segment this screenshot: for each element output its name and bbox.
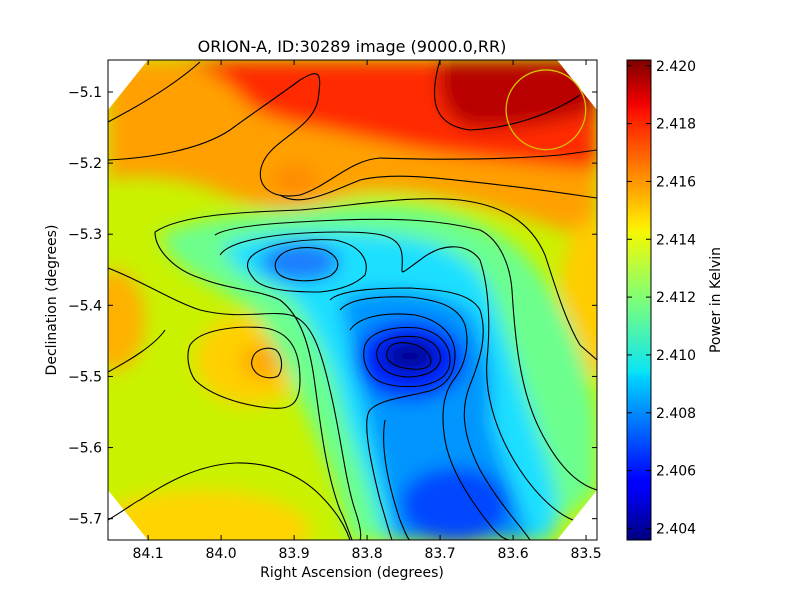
heat-core-darkred [438,60,597,129]
plot-frame [107,59,598,541]
contour-line [376,335,441,378]
y-tick-label: −5.2 [68,156,102,172]
beam-circle [505,69,587,151]
heat-blob-left-peak [240,344,284,380]
contour-line [139,462,351,540]
contour-line [274,247,339,282]
heat-blob-left-edge [108,270,145,370]
contour-line [187,326,301,409]
contour-line [214,218,597,491]
x-tick-label: 84.0 [206,546,237,562]
contour-line [108,73,597,197]
contour-line [349,313,456,540]
x-tick-label: 83.6 [497,546,528,562]
colorbar-tick-label: 2.418 [656,117,696,133]
colorbar-label: Power in Kelvin [708,247,724,353]
x-tick-label: 83.7 [424,546,455,562]
contour-line [154,231,353,540]
x-tick-label: 83.8 [352,546,383,562]
heat-blob-upper-min [260,242,340,282]
contour-line [219,231,574,521]
colorbar-tick-label: 2.412 [656,290,696,306]
heatmap-image [108,60,597,540]
x-axis-label: Right Ascension (degrees) [260,565,444,581]
x-tick-label: 83.9 [279,546,310,562]
contour-line [108,499,141,521]
colorbar-tick-label: 2.416 [656,174,696,190]
heat-blob-central-core [382,340,438,372]
plot-area: 84.1 84.0 83.9 83.8 83.7 83.6 83.5 −5.1−5.2−5.… [68,59,602,562]
contour-line [246,239,367,293]
contour-line [329,287,531,540]
x-tick-label: 83.5 [570,546,601,562]
y-tick-label: −5.6 [68,441,102,457]
heat-blob-bottom-left [108,490,310,540]
y-tick-label: −5.5 [68,369,102,385]
y-tick-label: −5.1 [68,85,102,101]
contour-line [386,342,432,370]
colorbar: 2.404 2.406 2.408 2.410 2.412 2.414 2.416 2.418… [626,59,724,541]
colorbar-ticks: 2.404 2.406 2.408 2.410 2.412 2.414 2.416 2.418… [627,59,696,537]
colorbar-tick-label: 2.414 [656,232,696,248]
contour-line [251,347,283,379]
colorbar-gradient [627,60,651,540]
heat-blob-north-bump [273,165,317,195]
x-axis-ticks: 84.1 84.0 83.9 83.8 83.7 83.6 83.5 [133,60,602,562]
y-tick-label: −5.7 [68,512,102,528]
y-axis-label: Declination (degrees) [44,225,60,376]
colorbar-tick-label: 2.410 [656,348,696,364]
colorbar-tick-label: 2.408 [656,406,696,422]
heat-blob-south-min [400,467,510,540]
contour-line [339,296,511,540]
contour-line [108,267,362,540]
contour-line [279,175,597,201]
y-tick-label: −5.4 [68,298,102,314]
contour-lines [108,60,597,540]
x-tick-label: 84.1 [133,546,164,562]
contour-line [383,419,411,540]
contour-line [433,60,581,131]
colorbar-tick-label: 2.406 [656,464,696,480]
contour-line [108,329,166,373]
chart-title: ORION-A, ID:30289 image (9000.0,RR) [198,37,507,56]
colorbar-tick-label: 2.420 [656,59,696,75]
contour-line [108,61,201,123]
contour-line [363,326,451,388]
y-tick-label: −5.3 [68,227,102,243]
colorbar-tick-label: 2.404 [656,521,696,537]
y-axis-ticks: −5.1 −5.2 −5.3 −5.4 −5.5 −5.6 −5.7 [68,85,597,528]
colorbar-frame [626,59,652,541]
contour-line [154,198,597,361]
